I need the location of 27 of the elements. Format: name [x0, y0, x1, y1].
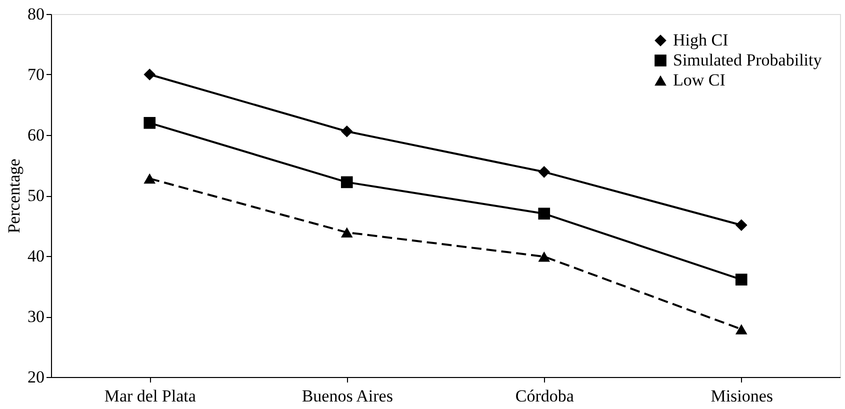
point — [538, 208, 550, 220]
legend-label: High CI — [673, 30, 729, 50]
y-tick-label: 80 — [28, 4, 44, 24]
legend-label: Simulated Probability — [673, 50, 822, 70]
x-tick-label: Misiones — [710, 386, 774, 406]
point — [340, 227, 353, 238]
y-axis-title: Percentage — [4, 158, 24, 234]
point — [144, 68, 156, 80]
point — [144, 173, 156, 184]
y-tick-label: 40 — [28, 246, 44, 266]
point — [538, 251, 550, 262]
x-tick-label: Mar del Plata — [104, 386, 196, 406]
point — [735, 274, 748, 286]
point — [735, 219, 748, 232]
point — [144, 116, 156, 129]
y-tick-label: 60 — [28, 126, 44, 144]
point — [340, 176, 353, 188]
y-tick-label: 50 — [28, 186, 44, 205]
y-tick-label: 30 — [28, 307, 44, 326]
x-tick-label: Buenos Aires — [302, 386, 393, 406]
point — [538, 166, 550, 178]
y-tick-label: 20 — [28, 368, 44, 386]
legend-label: Low CI — [673, 70, 726, 90]
y-tick-label: 70 — [28, 65, 44, 84]
point — [735, 324, 748, 334]
x-tick-label: Córdoba — [515, 386, 574, 406]
point — [340, 125, 353, 138]
